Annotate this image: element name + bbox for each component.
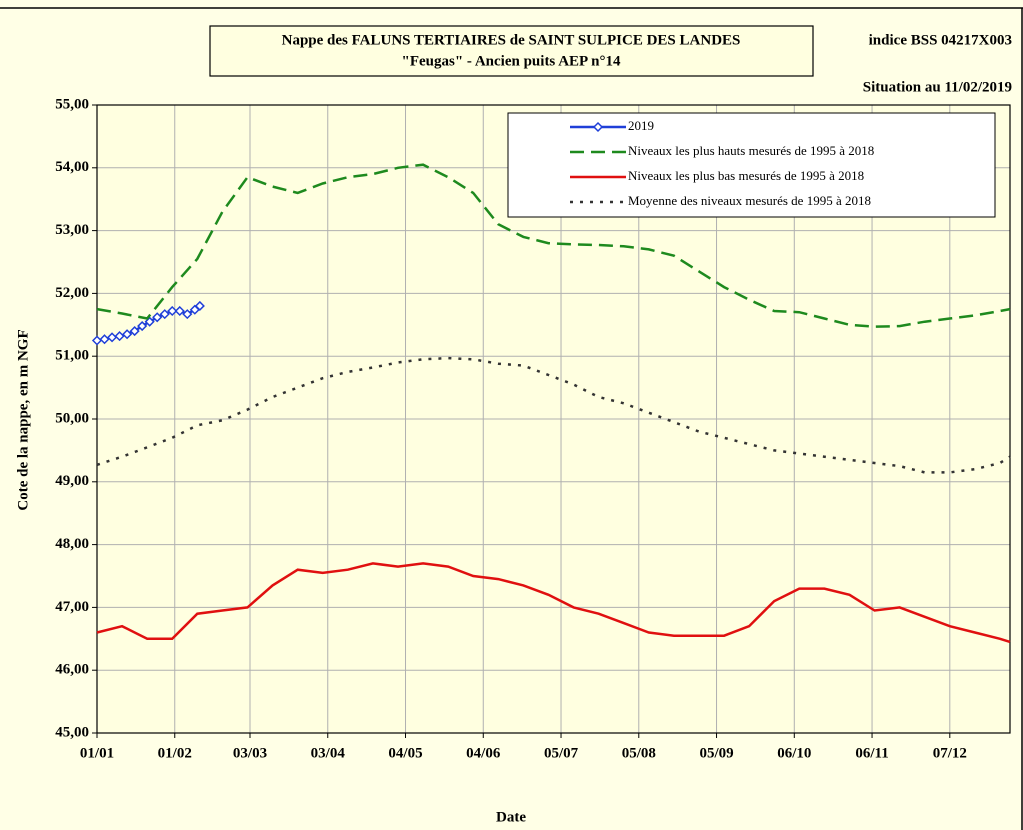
- legend-label: Niveaux les plus bas mesurés de 1995 à 2…: [628, 168, 864, 183]
- data-point: [144, 316, 155, 327]
- chart-title: Nappe des FALUNS TERTIAIRES de SAINT SUL…: [282, 32, 741, 48]
- y-axis-label: Cote de la nappe, en m NGF: [15, 329, 31, 510]
- legend-marker: [592, 121, 604, 133]
- y-tick-label: 45,00: [55, 724, 89, 740]
- legend-label: Niveaux les plus hauts mesurés de 1995 à…: [628, 143, 874, 158]
- y-tick-label: 48,00: [55, 536, 89, 552]
- y-tick-label: 54,00: [55, 159, 89, 175]
- plot-area: 45,00 46,00 47,00 48,00 49,00 50,00 51,00 52,00…: [55, 96, 1011, 761]
- annotation: Situation au 11/02/2019: [863, 79, 1012, 95]
- x-tick-label: 01/01: [80, 745, 114, 761]
- x-tick-label: 06/11: [855, 745, 888, 761]
- data-point: [167, 305, 178, 317]
- legend-box: [507, 112, 996, 218]
- data-point: [159, 309, 170, 320]
- data-point: [174, 305, 185, 317]
- legend-label: 2019: [628, 118, 654, 133]
- data-point: [114, 331, 125, 342]
- x-tick-label: 05/08: [622, 745, 656, 761]
- legend-label: Moyenne des niveaux mesurés de 1995 à 20…: [628, 193, 871, 208]
- x-tick-label: 07/12: [933, 745, 967, 761]
- data-point: [137, 320, 148, 332]
- x-tick-label: 03/04: [311, 745, 346, 761]
- x-tick-label: 06/10: [777, 745, 811, 761]
- plot-border: [96, 104, 1011, 734]
- x-axis-label: Date: [496, 809, 526, 825]
- y-tick-label: 52,00: [55, 285, 89, 301]
- series-line: [96, 562, 1011, 644]
- y-tick-label: 50,00: [55, 410, 89, 426]
- x-tick-label: 04/05: [388, 745, 422, 761]
- y-tick-label: 51,00: [55, 348, 89, 364]
- data-point: [194, 300, 205, 312]
- annotation: indice BSS 04217X003: [869, 32, 1012, 48]
- y-tick-label: 55,00: [55, 96, 89, 112]
- y-tick-label: 47,00: [55, 599, 89, 615]
- x-tick-label: 01/02: [158, 745, 192, 761]
- chart-subtitle: "Feugas" - Ancien puits AEP n°14: [402, 53, 621, 69]
- y-tick-label: 49,00: [55, 473, 89, 489]
- y-tick-label: 46,00: [55, 662, 89, 678]
- data-point: [182, 309, 193, 320]
- y-tick-label: 53,00: [55, 222, 89, 238]
- x-tick-label: 04/06: [466, 745, 501, 761]
- series-line: [96, 163, 1011, 328]
- x-tick-label: 05/07: [544, 745, 579, 761]
- data-point: [122, 329, 133, 340]
- x-tick-label: 05/09: [699, 745, 733, 761]
- data-point: [152, 312, 163, 323]
- data-point: [99, 334, 110, 345]
- data-point: [129, 326, 140, 337]
- title-box: [209, 25, 814, 77]
- x-tick-label: 03/03: [233, 745, 267, 761]
